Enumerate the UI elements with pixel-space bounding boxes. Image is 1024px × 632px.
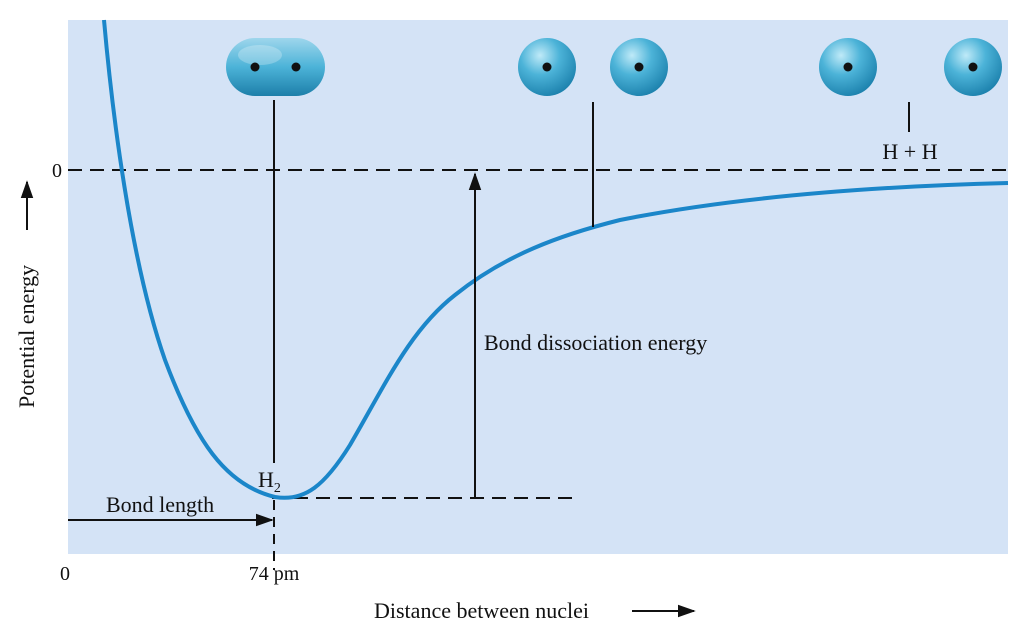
- x-axis-label: Distance between nuclei: [374, 598, 589, 623]
- h-atom-pair-near-icon: [518, 38, 668, 96]
- molecule-label-subscript: 2: [274, 481, 281, 496]
- y-axis-title-group: Potential energy: [14, 180, 39, 408]
- separated-atoms-label: H + H: [882, 139, 937, 164]
- y-zero-label: 0: [52, 160, 62, 182]
- x-tick-label: 74 pm: [249, 563, 300, 585]
- plot-area: [68, 20, 1008, 554]
- h2-molecule-icon: [226, 38, 325, 96]
- bond-length-label: Bond length: [106, 492, 214, 517]
- x-origin-label: 0: [60, 563, 70, 585]
- potential-energy-curve: [102, 19, 1009, 500]
- y-axis-label: Potential energy: [14, 265, 39, 408]
- h-atom-pair-far-icon: [819, 38, 1002, 96]
- molecule-label: H2: [258, 467, 281, 496]
- molecule-label-symbol: H: [258, 467, 274, 492]
- bond-dissociation-label: Bond dissociation energy: [484, 330, 707, 355]
